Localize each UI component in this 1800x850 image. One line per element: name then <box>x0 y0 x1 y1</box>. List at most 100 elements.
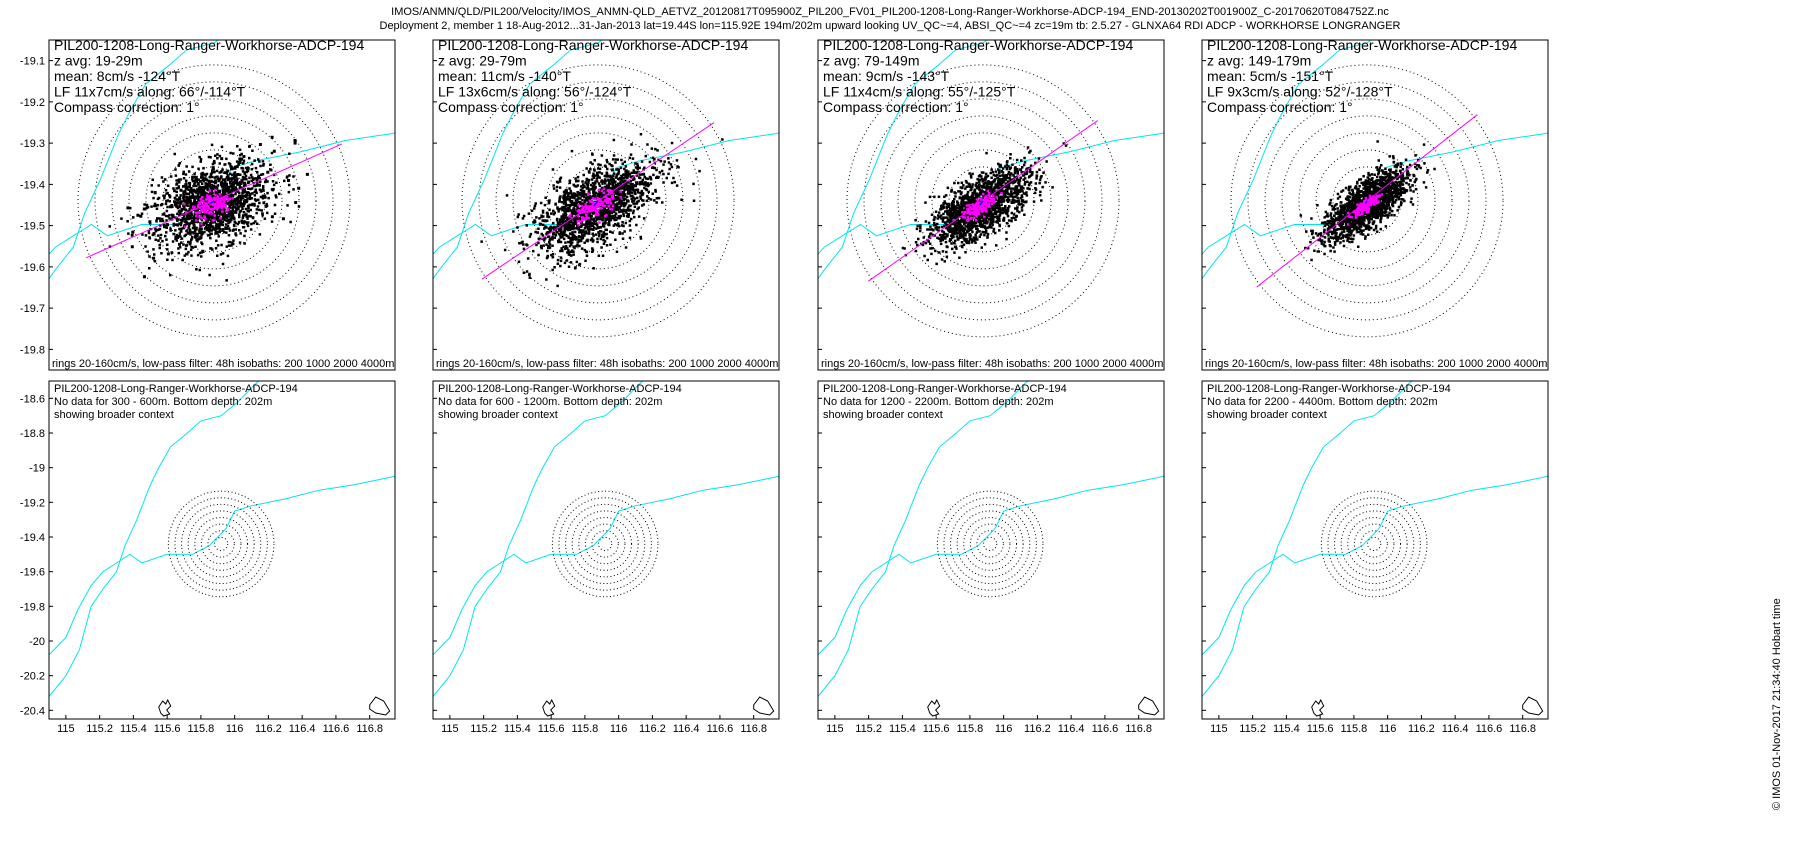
map-panel-bottom-4: PIL200-1208-Long-Ranger-Workhorse-ADCP-1… <box>1201 380 1549 735</box>
panel-annotation: PIL200-1208-Long-Ranger-Workhorse-ADCP-1… <box>438 37 748 53</box>
ytick-label: -19.2 <box>20 97 45 109</box>
plot-frame <box>48 39 396 371</box>
plot-frame <box>1201 380 1549 720</box>
panel-annotation: z avg: 19-29m <box>54 53 143 69</box>
panel-annotation: Compass correction: 1° <box>54 99 200 115</box>
velocity-ring-140 <box>478 81 718 321</box>
velocity-ring-80 <box>145 132 283 270</box>
ytick-label: -19.8 <box>20 601 45 613</box>
plot-frame <box>48 380 396 720</box>
velocity-ring-160 <box>846 64 1120 338</box>
context-ring-140 <box>943 497 1037 591</box>
xtick-label: 116.8 <box>1125 723 1152 735</box>
xtick-label: 116 <box>226 723 244 735</box>
context-ring-60 <box>1353 523 1395 565</box>
isobath-line <box>433 132 779 256</box>
context-ring-120 <box>565 503 646 585</box>
panel-annotation: Compass correction: 1° <box>823 99 969 115</box>
xtick-label: 115.8 <box>188 723 215 735</box>
figure-title-line2: Deployment 2, member 1 18-Aug-2012...31-… <box>379 20 1401 32</box>
xtick-label: 116.6 <box>1092 723 1119 735</box>
island-outline <box>1138 696 1160 716</box>
context-ring-80 <box>194 517 249 571</box>
plot-frame <box>1201 39 1549 371</box>
context-ring-40 <box>976 530 1004 558</box>
isobath-line <box>49 475 395 656</box>
velocity-ring-80 <box>1298 132 1436 270</box>
xtick-label: 116.2 <box>255 723 282 735</box>
velocity-ring-160 <box>77 64 351 338</box>
ytick-label: -19.6 <box>20 262 45 274</box>
ytick-label: -20.2 <box>20 671 45 683</box>
velocity-ring-120 <box>1264 98 1470 304</box>
panel-annotation: LF 13x6cm/s along: 56°/-124°T <box>438 84 632 100</box>
velocity-ring-160 <box>461 64 735 338</box>
xtick-label: 116.2 <box>1408 723 1435 735</box>
context-ring-60 <box>200 523 242 565</box>
map-panel-bottom-3: PIL200-1208-Long-Ranger-Workhorse-ADCP-1… <box>817 380 1165 735</box>
velocity-scatter-points <box>480 133 724 288</box>
isobath-line <box>818 40 988 280</box>
panel-annotation: mean: 5cm/s -151°T <box>1207 68 1334 84</box>
velocity-ring-160 <box>1230 64 1504 338</box>
panel-annotation: PIL200-1208-Long-Ranger-Workhorse-ADCP-1… <box>54 383 298 395</box>
plot-frame <box>432 39 780 371</box>
xtick-label: 115 <box>57 723 75 735</box>
velocity-ring-140 <box>1247 81 1487 321</box>
context-ring-160 <box>551 490 659 598</box>
context-ring-120 <box>950 503 1031 585</box>
ytick-label: -20 <box>29 636 45 648</box>
context-ring-20 <box>214 536 229 552</box>
xtick-label: 115.4 <box>1273 723 1300 735</box>
xtick-label: 115.8 <box>1341 723 1368 735</box>
island-outline <box>158 698 172 717</box>
panel-annotation: showing broader context <box>823 409 943 421</box>
lowpass-scatter-points <box>1346 193 1384 226</box>
panel-annotation: showing broader context <box>438 409 558 421</box>
ytick-label: -19.7 <box>20 303 45 315</box>
plot-frame <box>817 380 1165 720</box>
context-ring-100 <box>187 510 255 578</box>
plot-frame <box>817 39 1165 371</box>
panel-annotation: LF 9x3cm/s along: 52°/-128°T <box>1207 84 1393 100</box>
xtick-label: 116.6 <box>707 723 734 735</box>
velocity-panel-top-4: PIL200-1208-Long-Ranger-Workhorse-ADCP-1… <box>1201 37 1549 371</box>
panel-annotation: z avg: 79-149m <box>823 53 920 69</box>
velocity-ring-40 <box>1332 166 1402 236</box>
panel-annotation: PIL200-1208-Long-Ranger-Workhorse-ADCP-1… <box>54 37 364 53</box>
velocity-panel-top-3: PIL200-1208-Long-Ranger-Workhorse-ADCP-1… <box>817 37 1165 371</box>
island-outline <box>542 698 556 717</box>
panel-annotation: No data for 600 - 1200m. Bottom depth: 2… <box>438 396 662 408</box>
xtick-label: 115.4 <box>120 723 147 735</box>
panel-annotation: z avg: 29-79m <box>438 53 527 69</box>
map-panel-bottom-2: PIL200-1208-Long-Ranger-Workhorse-ADCP-1… <box>432 380 780 735</box>
xtick-label: 115 <box>441 723 459 735</box>
panel-annotation: showing broader context <box>1207 409 1327 421</box>
velocity-ring-80 <box>914 132 1052 270</box>
velocity-ring-40 <box>179 166 249 236</box>
panel-annotation: mean: 9cm/s -143°T <box>823 68 950 84</box>
ytick-label: -19.6 <box>20 567 45 579</box>
xtick-label: 116.8 <box>740 723 767 735</box>
xtick-label: 115.2 <box>86 723 113 735</box>
ytick-label: -19.4 <box>20 532 45 544</box>
panel-annotation: mean: 8cm/s -124°T <box>54 68 181 84</box>
mean-vector-arrow <box>1364 200 1368 204</box>
context-ring-40 <box>591 530 619 558</box>
velocity-ring-120 <box>880 98 1086 304</box>
xtick-label: 115 <box>826 723 844 735</box>
panel-annotation: Compass correction: 1° <box>438 99 584 115</box>
context-ring-20 <box>1367 536 1382 552</box>
velocity-panel-top-1: PIL200-1208-Long-Ranger-Workhorse-ADCP-1… <box>20 37 396 371</box>
velocity-ring-140 <box>94 81 334 321</box>
xtick-label: 116.6 <box>323 723 350 735</box>
panel-annotation: LF 11x7cm/s along: 66°/-114°T <box>54 84 246 100</box>
context-ring-20 <box>983 536 998 552</box>
velocity-ring-60 <box>546 149 650 253</box>
xtick-label: 115.6 <box>154 723 181 735</box>
xtick-label: 116.6 <box>1476 723 1503 735</box>
isobath-line <box>433 40 603 280</box>
xtick-label: 116 <box>610 723 628 735</box>
map-panel-bottom-1: PIL200-1208-Long-Ranger-Workhorse-ADCP-1… <box>20 380 396 735</box>
